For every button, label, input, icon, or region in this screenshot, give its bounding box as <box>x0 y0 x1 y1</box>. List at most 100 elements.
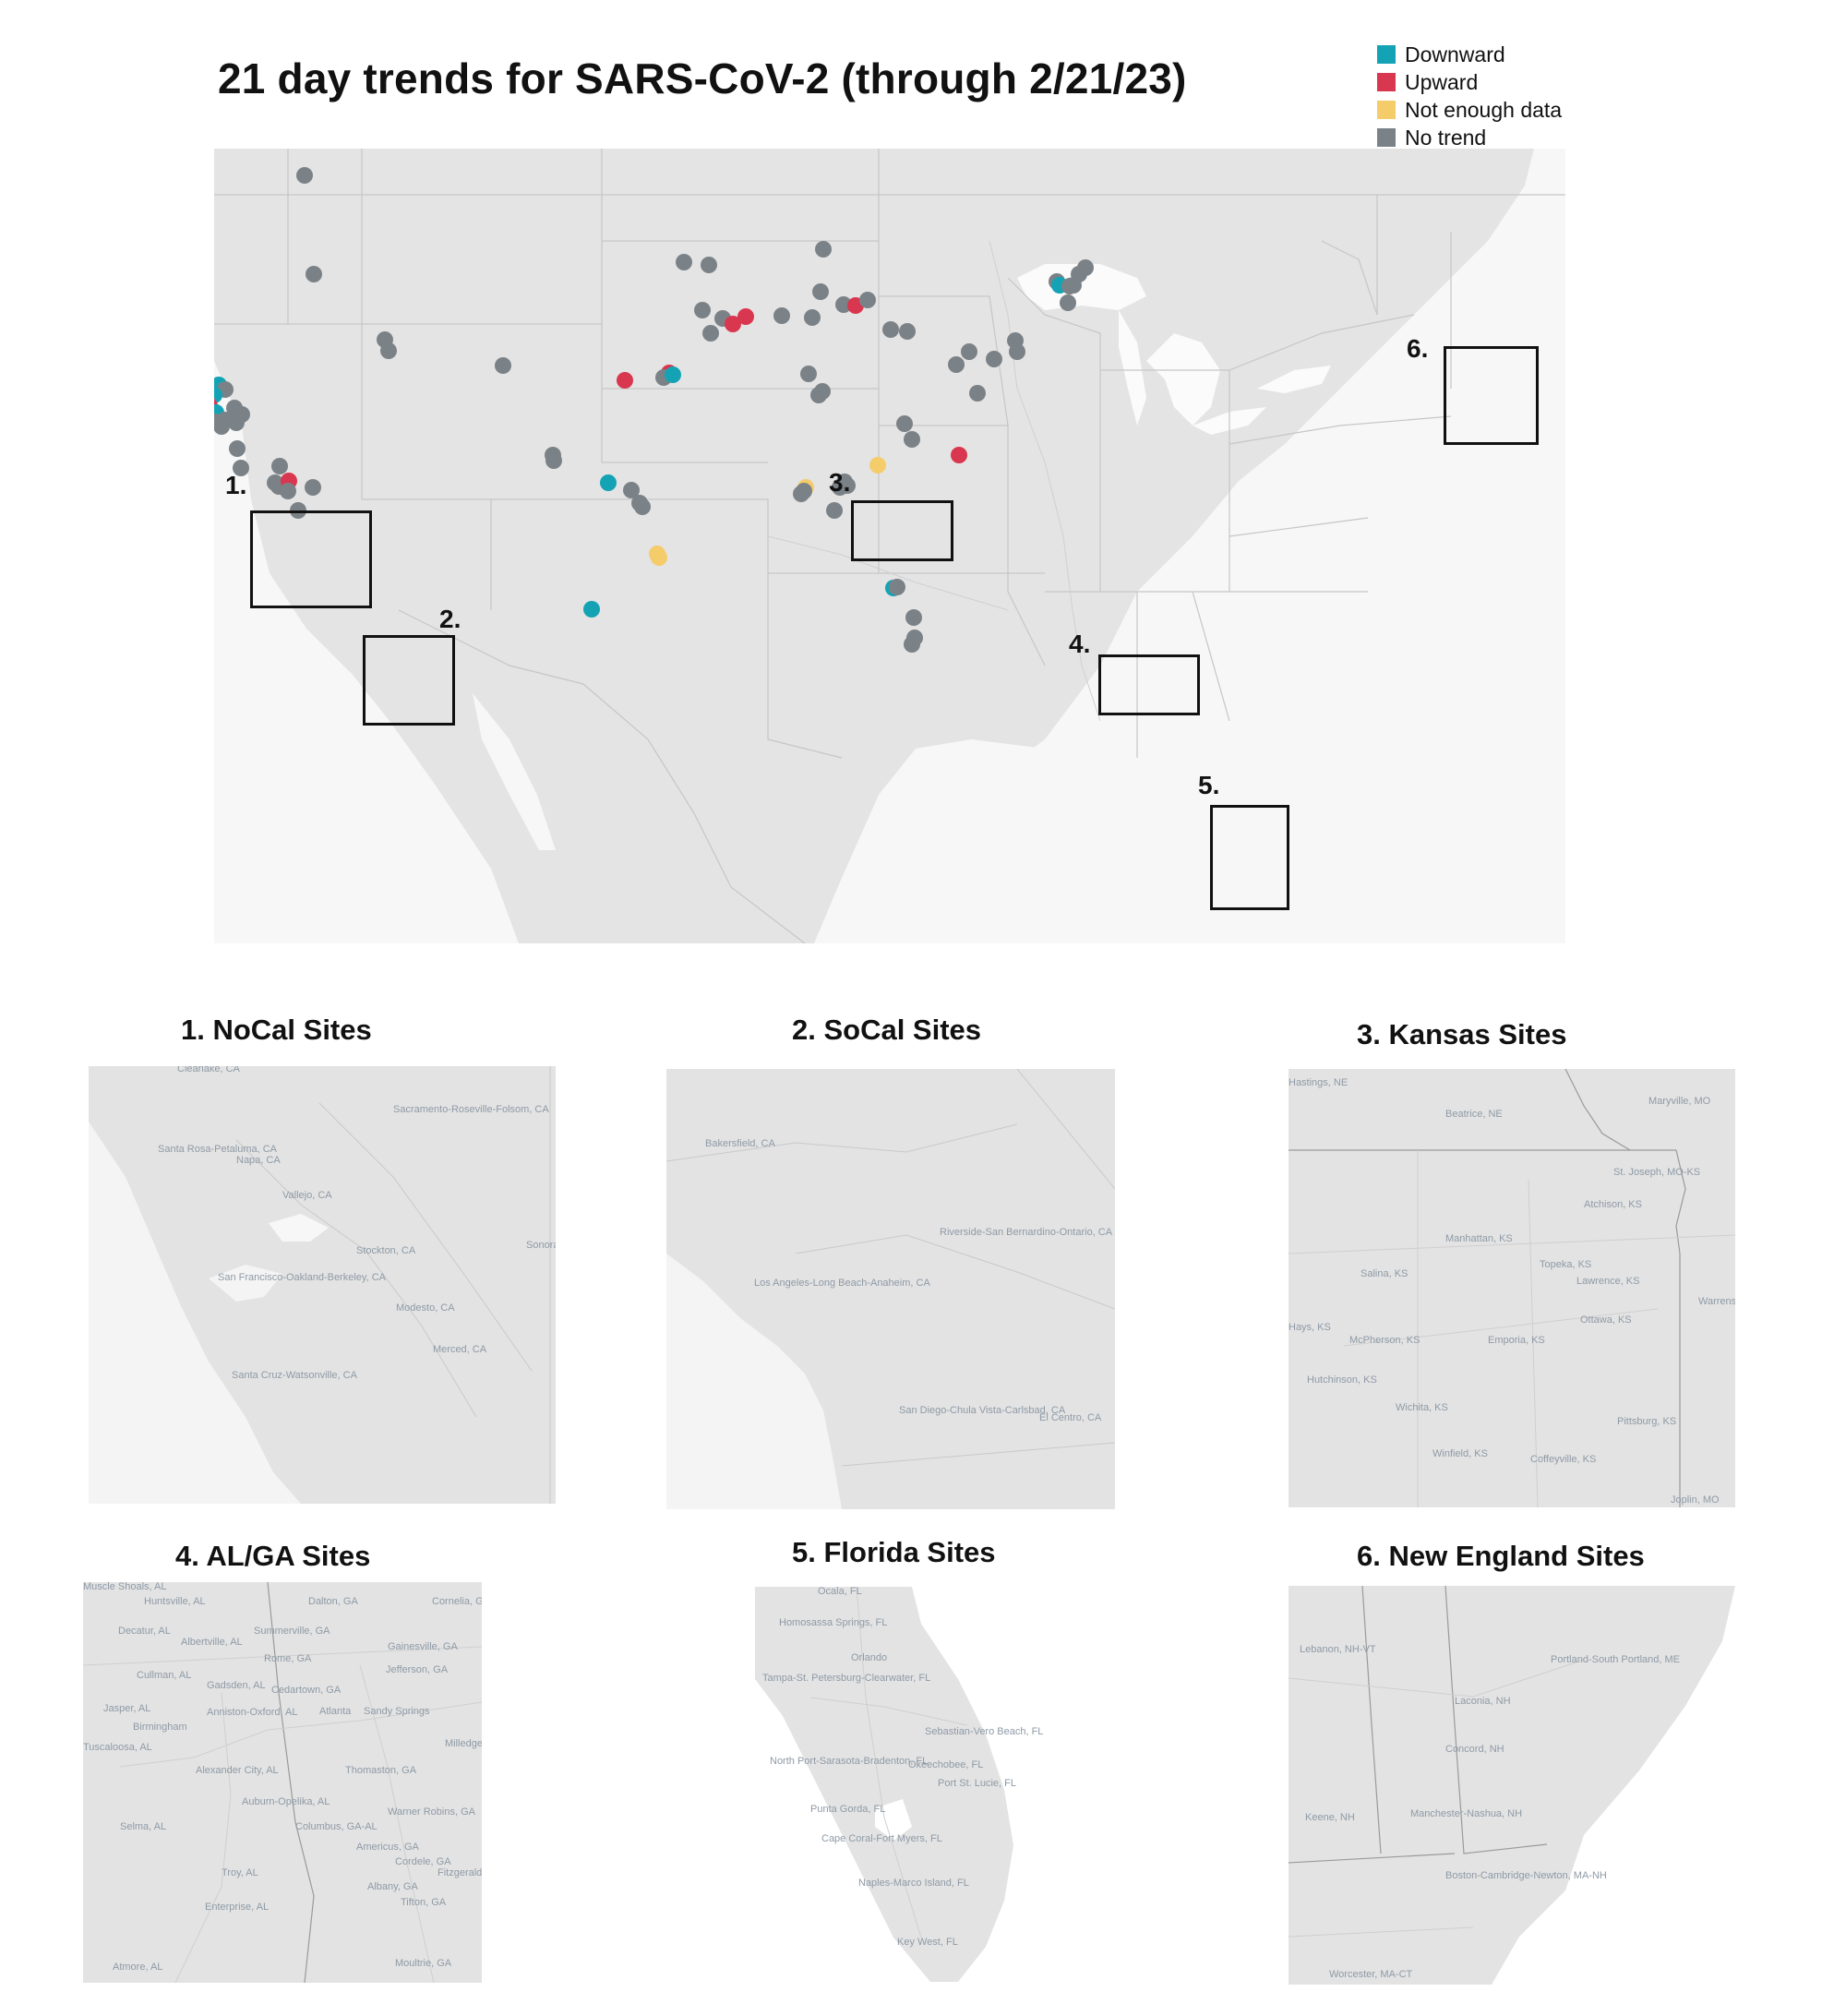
site-marker-no-trend <box>814 383 831 400</box>
place-label: Cornelia, GA <box>432 1596 482 1607</box>
site-marker-no-trend <box>229 440 246 457</box>
place-label: Emporia, KS <box>1488 1335 1545 1346</box>
socal-place-labels: Bakersfield, CA Riverside-San Bernardino… <box>705 1138 1113 1423</box>
place-label: Albany, GA <box>367 1881 418 1892</box>
site-marker-no-trend <box>812 283 829 300</box>
box-label-6: 6. <box>1407 334 1429 363</box>
legend-label: No trend <box>1405 125 1487 150</box>
place-label: Tampa-St. Petersburg-Clearwater, FL <box>762 1673 930 1684</box>
place-label: Birmingham <box>133 1722 187 1733</box>
place-label: Port St. Lucie, FL <box>938 1778 1016 1789</box>
site-marker-no-trend <box>380 342 397 359</box>
site-marker-no-trend <box>1060 294 1076 311</box>
legend-label: Upward <box>1405 69 1479 94</box>
site-marker-upward <box>951 447 967 463</box>
newengland-site-markers <box>1289 1586 1735 1985</box>
site-marker-no-trend <box>948 356 965 373</box>
site-marker-no-trend <box>796 483 812 499</box>
place-label: Wichita, KS <box>1396 1402 1448 1413</box>
place-label: Portland-South Portland, ME <box>1551 1654 1680 1665</box>
place-label: Selma, AL <box>120 1821 166 1832</box>
place-label: Maryville, MO <box>1648 1096 1711 1107</box>
site-box-socal <box>363 635 455 726</box>
site-marker-no-trend <box>899 323 916 340</box>
site-marker-no-trend <box>305 479 321 496</box>
place-label: Thomaston, GA <box>345 1765 417 1776</box>
place-label: Dalton, GA <box>308 1596 358 1607</box>
alga-place-labels: Muscle Shoals, AL Huntsville, AL Dalton,… <box>83 1582 482 1973</box>
place-label: Napa, CA <box>236 1155 281 1166</box>
site-marker-no-trend <box>904 636 920 653</box>
place-label: Gadsden, AL <box>207 1680 266 1691</box>
site-marker-no-trend <box>800 366 817 382</box>
site-marker-no-trend <box>896 415 913 432</box>
site-marker-no-trend <box>228 414 245 431</box>
place-label: Atchison, KS <box>1584 1199 1642 1210</box>
box-label-4: 4. <box>1069 630 1091 658</box>
site-marker-upward <box>737 308 754 325</box>
site-box-nocal <box>250 510 372 608</box>
kansas-site-markers <box>1289 1069 1735 1507</box>
site-marker-downward <box>665 366 681 383</box>
site-marker-no-trend <box>815 241 832 258</box>
place-label: Cape Coral-Fort Myers, FL <box>821 1833 942 1844</box>
kansas-place-labels: Hastings, NE Beatrice, NE Maryville, MO … <box>1289 1077 1735 1506</box>
site-marker-no-trend <box>676 254 692 270</box>
place-label: Auburn-Opelika, AL <box>242 1796 330 1807</box>
legend-swatch-downward <box>1377 45 1396 64</box>
nocal-place-labels: Clearlake, CA Sacramento-Roseville-Folso… <box>158 1066 556 1381</box>
place-label: Pittsburg, KS <box>1617 1416 1676 1427</box>
site-marker-no-trend <box>826 502 843 519</box>
box-label-1: 1. <box>225 471 247 499</box>
legend-item-no-trend: No trend <box>1377 124 1562 151</box>
place-label: Cullman, AL <box>137 1670 191 1681</box>
place-label: Ottawa, KS <box>1580 1314 1632 1326</box>
nocal-site-markers <box>89 1066 556 1504</box>
site-marker-no-trend <box>835 296 852 313</box>
place-label: Concord, NH <box>1445 1744 1504 1755</box>
box-label-5: 5. <box>1198 771 1220 799</box>
place-label: Warner Robins, GA <box>388 1806 476 1818</box>
place-label: Bakersfield, CA <box>705 1138 775 1149</box>
site-box-florida <box>1210 805 1289 910</box>
site-marker-no-trend <box>905 609 922 626</box>
place-label: Fitzgerald <box>438 1867 482 1878</box>
place-label: Sebastian-Vero Beach, FL <box>925 1726 1043 1737</box>
inset-map-socal: Bakersfield, CA Riverside-San Bernardino… <box>666 1069 1115 1509</box>
place-label: Merced, CA <box>433 1344 487 1355</box>
place-label: Jasper, AL <box>103 1703 150 1714</box>
page-title: 21 day trends for SARS-CoV-2 (through 2/… <box>218 54 1187 102</box>
site-marker-no-data <box>869 457 886 474</box>
site-marker-no-trend <box>859 292 876 308</box>
place-label: Homosassa Springs, FL <box>779 1617 887 1628</box>
place-label: San Francisco-Oakland-Berkeley, CA <box>218 1272 387 1283</box>
florida-basemap: Ocala, FL Homosassa Springs, FL Orlando … <box>755 1587 1135 1982</box>
place-label: Columbus, GA-AL <box>295 1821 378 1832</box>
site-marker-no-trend <box>804 309 821 326</box>
site-marker-no-data <box>651 549 667 566</box>
place-label: Modesto, CA <box>396 1302 455 1314</box>
place-label: Sonora <box>526 1240 556 1251</box>
legend-item-downward: Downward <box>1377 41 1562 68</box>
site-box-alga <box>1098 654 1200 715</box>
site-box-newengland <box>1444 346 1539 445</box>
place-label: Cordele, GA <box>395 1856 451 1867</box>
site-marker-no-trend <box>271 458 288 474</box>
box-label-3: 3. <box>829 468 851 497</box>
site-marker-no-trend <box>1009 343 1025 360</box>
site-marker-upward <box>617 372 633 389</box>
us-basemap <box>214 149 1565 943</box>
place-label: Albertville, AL <box>181 1637 243 1648</box>
place-label: Okeechobee, FL <box>908 1759 983 1770</box>
site-marker-no-trend <box>961 343 977 360</box>
place-label: Ocala, FL <box>818 1587 862 1597</box>
legend-item-not-enough-data: Not enough data <box>1377 96 1562 124</box>
site-marker-no-trend <box>214 418 230 435</box>
place-label: McPherson, KS <box>1349 1335 1420 1346</box>
us-site-markers <box>214 167 1094 653</box>
inset-title-florida: 5. Florida Sites <box>792 1536 996 1568</box>
site-marker-no-trend <box>280 483 296 499</box>
site-marker-no-trend <box>969 385 986 402</box>
site-marker-no-trend <box>306 266 322 282</box>
site-marker-no-trend <box>623 482 640 498</box>
